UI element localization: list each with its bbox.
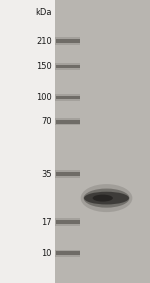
- Bar: [56, 252, 80, 255]
- Ellipse shape: [84, 192, 129, 204]
- Ellipse shape: [84, 188, 129, 208]
- Bar: [55, 170, 80, 178]
- Text: 100: 100: [36, 93, 52, 102]
- Bar: [0, 0, 55, 283]
- Bar: [56, 120, 80, 123]
- Bar: [56, 65, 80, 68]
- Bar: [56, 172, 80, 176]
- Ellipse shape: [81, 184, 132, 212]
- Bar: [55, 118, 80, 125]
- Text: 210: 210: [36, 37, 52, 46]
- Text: kDa: kDa: [35, 8, 52, 17]
- Text: 17: 17: [41, 218, 52, 227]
- Bar: [56, 39, 80, 43]
- Text: 150: 150: [36, 62, 52, 71]
- Text: 10: 10: [41, 249, 52, 258]
- Bar: [56, 96, 80, 99]
- Ellipse shape: [93, 195, 113, 201]
- Text: 70: 70: [41, 117, 52, 126]
- Bar: [55, 63, 80, 70]
- Bar: [55, 218, 80, 226]
- Bar: [55, 94, 80, 101]
- Bar: [56, 220, 80, 224]
- Bar: [55, 250, 80, 257]
- Text: 35: 35: [41, 170, 52, 179]
- Bar: [55, 0, 150, 283]
- Bar: [55, 37, 80, 45]
